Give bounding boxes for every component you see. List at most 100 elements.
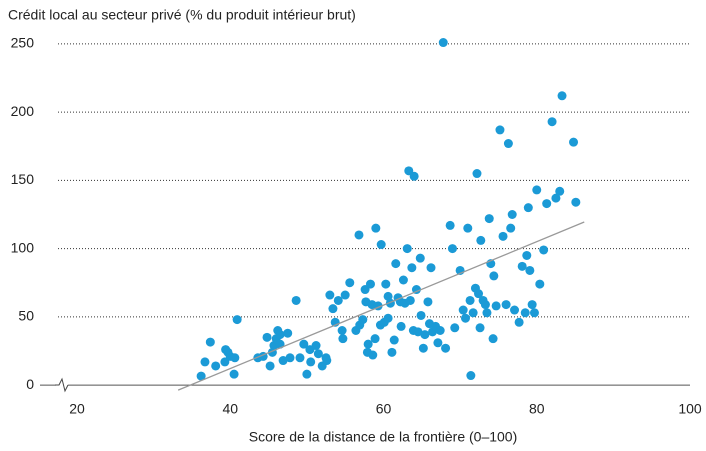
break-gap	[56, 378, 68, 392]
point	[433, 338, 443, 348]
point	[338, 334, 348, 344]
point	[265, 361, 275, 371]
point	[441, 343, 451, 353]
point	[551, 193, 561, 203]
point	[482, 308, 492, 318]
point	[328, 304, 338, 314]
x-tick-label: 80	[529, 401, 545, 417]
point	[370, 334, 380, 344]
point	[420, 330, 430, 340]
point	[523, 203, 533, 213]
point	[409, 171, 419, 181]
point	[306, 357, 316, 367]
point	[535, 279, 545, 289]
point	[354, 230, 364, 240]
point	[445, 220, 455, 230]
point	[376, 240, 386, 250]
point	[510, 305, 520, 315]
point	[571, 197, 581, 207]
y-tick-label: 250	[11, 35, 35, 51]
point	[368, 350, 378, 360]
point	[358, 315, 368, 325]
point	[340, 290, 350, 300]
point	[539, 245, 549, 255]
point	[230, 353, 240, 363]
point	[278, 356, 288, 366]
point	[475, 323, 485, 333]
break-mark	[55, 377, 69, 393]
point	[491, 301, 501, 311]
point	[466, 371, 476, 381]
point	[398, 275, 408, 285]
point	[415, 253, 425, 263]
point	[529, 308, 539, 318]
point	[313, 349, 323, 359]
point	[381, 279, 391, 289]
point	[221, 345, 231, 355]
point	[507, 210, 517, 219]
point	[472, 169, 482, 179]
point	[407, 263, 417, 273]
point	[299, 339, 309, 349]
point	[311, 341, 321, 351]
point	[532, 185, 542, 195]
point	[517, 261, 527, 271]
y-tick-label: 150	[11, 171, 35, 187]
point	[465, 295, 475, 305]
point	[283, 328, 293, 338]
point	[196, 371, 206, 381]
point	[484, 214, 494, 224]
y-tick-label: 100	[11, 239, 35, 255]
point	[474, 289, 484, 299]
point	[438, 38, 448, 48]
point	[383, 291, 393, 301]
point	[337, 325, 347, 335]
point	[389, 335, 399, 345]
point	[557, 91, 567, 101]
point	[396, 321, 406, 331]
point	[488, 334, 498, 344]
point	[458, 305, 468, 315]
point	[391, 259, 401, 269]
point	[405, 295, 415, 305]
point	[501, 300, 511, 310]
x-tick-label: 20	[69, 401, 85, 417]
point	[423, 297, 433, 307]
point	[555, 186, 565, 196]
point	[365, 279, 375, 289]
point	[503, 139, 513, 149]
x-tick-label: 60	[376, 401, 392, 417]
point	[525, 265, 535, 275]
point	[447, 244, 457, 254]
point	[291, 295, 301, 305]
point	[569, 137, 579, 147]
point	[476, 235, 486, 245]
y-tick-label: 200	[11, 103, 35, 119]
point	[333, 295, 343, 305]
point	[383, 313, 393, 323]
point	[460, 313, 470, 323]
point	[295, 353, 305, 363]
point	[522, 250, 532, 260]
y-tick-label: 50	[18, 308, 34, 324]
point	[506, 223, 516, 233]
point	[325, 290, 335, 300]
point	[229, 369, 239, 379]
point	[514, 317, 524, 327]
x-tick-label: 100	[678, 401, 702, 417]
point	[520, 308, 530, 318]
point	[416, 310, 426, 320]
y-tick-label: 0	[26, 376, 34, 392]
point	[402, 244, 412, 254]
point	[498, 231, 508, 241]
point	[489, 271, 499, 281]
point	[302, 369, 312, 379]
point	[463, 223, 473, 233]
chart-title: Crédit local au secteur privé (% du prod…	[8, 7, 356, 23]
point	[527, 300, 537, 310]
point	[371, 223, 381, 233]
x-axis-label: Score de la distance de la frontière (0–…	[249, 429, 518, 445]
point	[232, 315, 242, 325]
point	[547, 117, 557, 127]
